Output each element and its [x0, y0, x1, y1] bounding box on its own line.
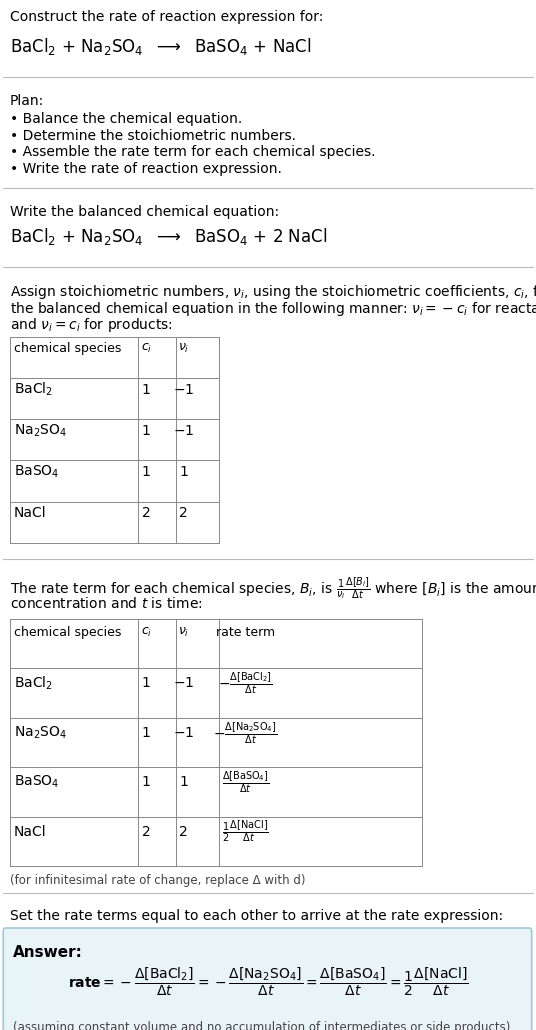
Text: $-\frac{\Delta[\mathrm{BaCl_2}]}{\Delta t}$: $-\frac{\Delta[\mathrm{BaCl_2}]}{\Delta … [218, 671, 273, 696]
Text: Na$_2$SO$_4$: Na$_2$SO$_4$ [14, 724, 67, 741]
Text: $\nu_i$: $\nu_i$ [178, 342, 190, 355]
Text: $\frac{1}{2}\frac{\Delta[\mathrm{NaCl}]}{\Delta t}$: $\frac{1}{2}\frac{\Delta[\mathrm{NaCl}]}… [222, 819, 269, 845]
Text: 1: 1 [142, 465, 151, 479]
Text: The rate term for each chemical species, $B_i$, is $\frac{1}{\nu_i}\frac{\Delta[: The rate term for each chemical species,… [10, 576, 536, 602]
Text: Set the rate terms equal to each other to arrive at the rate expression:: Set the rate terms equal to each other t… [10, 909, 503, 924]
Text: $-1$: $-1$ [173, 423, 195, 438]
Text: 1: 1 [142, 382, 151, 397]
Text: 1: 1 [142, 776, 151, 789]
Text: NaCl: NaCl [14, 825, 47, 838]
Text: $\frac{\Delta[\mathrm{BaSO_4}]}{\Delta t}$: $\frac{\Delta[\mathrm{BaSO_4}]}{\Delta t… [222, 769, 269, 795]
Text: Construct the rate of reaction expression for:: Construct the rate of reaction expressio… [10, 10, 323, 25]
Text: (assuming constant volume and no accumulation of intermediates or side products): (assuming constant volume and no accumul… [13, 1021, 511, 1030]
Text: $\mathbf{rate} = -\dfrac{\Delta[\mathrm{BaCl_2}]}{\Delta t} = -\dfrac{\Delta[\ma: $\mathbf{rate} = -\dfrac{\Delta[\mathrm{… [68, 966, 468, 998]
Text: BaCl$_2$: BaCl$_2$ [14, 381, 53, 399]
Text: BaCl$_2$: BaCl$_2$ [14, 675, 53, 692]
Text: • Assemble the rate term for each chemical species.: • Assemble the rate term for each chemic… [10, 145, 375, 160]
FancyBboxPatch shape [3, 928, 532, 1030]
Text: 2: 2 [180, 825, 188, 838]
Text: chemical species: chemical species [14, 342, 121, 355]
Text: $-1$: $-1$ [173, 382, 195, 397]
Text: 1: 1 [142, 423, 151, 438]
Text: rate term: rate term [216, 626, 275, 640]
Text: BaSO$_4$: BaSO$_4$ [14, 774, 59, 790]
Text: Answer:: Answer: [13, 945, 83, 960]
Text: BaSO$_4$: BaSO$_4$ [14, 464, 59, 480]
Text: and $\nu_i = c_i$ for products:: and $\nu_i = c_i$ for products: [10, 316, 173, 334]
Text: Write the balanced chemical equation:: Write the balanced chemical equation: [10, 205, 279, 219]
Text: NaCl: NaCl [14, 506, 47, 520]
Text: • Write the rate of reaction expression.: • Write the rate of reaction expression. [10, 162, 281, 176]
Text: 1: 1 [142, 726, 151, 740]
Text: 2: 2 [180, 506, 188, 520]
Text: 2: 2 [142, 506, 151, 520]
Text: $-1$: $-1$ [173, 726, 195, 740]
Text: Assign stoichiometric numbers, $\nu_i$, using the stoichiometric coefficients, $: Assign stoichiometric numbers, $\nu_i$, … [10, 283, 536, 301]
Text: $-1$: $-1$ [173, 677, 195, 690]
Text: $c_i$: $c_i$ [140, 626, 152, 640]
Text: concentration and $t$ is time:: concentration and $t$ is time: [10, 596, 203, 612]
Text: 2: 2 [142, 825, 151, 838]
Text: chemical species: chemical species [14, 626, 121, 640]
Text: 1: 1 [180, 776, 188, 789]
Text: $-\frac{\Delta[\mathrm{Na_2SO_4}]}{\Delta t}$: $-\frac{\Delta[\mathrm{Na_2SO_4}]}{\Delt… [213, 720, 278, 746]
Text: 1: 1 [142, 677, 151, 690]
Text: BaCl$_2$ + Na$_2$SO$_4$  $\longrightarrow$  BaSO$_4$ + 2 NaCl: BaCl$_2$ + Na$_2$SO$_4$ $\longrightarrow… [10, 226, 327, 246]
Text: the balanced chemical equation in the following manner: $\nu_i = -c_i$ for react: the balanced chemical equation in the fo… [10, 300, 536, 317]
Text: Na$_2$SO$_4$: Na$_2$SO$_4$ [14, 422, 67, 439]
Text: $c_i$: $c_i$ [140, 342, 152, 355]
Text: BaCl$_2$ + Na$_2$SO$_4$  $\longrightarrow$  BaSO$_4$ + NaCl: BaCl$_2$ + Na$_2$SO$_4$ $\longrightarrow… [10, 36, 311, 57]
Text: • Balance the chemical equation.: • Balance the chemical equation. [10, 112, 242, 127]
Text: $\nu_i$: $\nu_i$ [178, 626, 190, 640]
Text: (for infinitesimal rate of change, replace Δ with d): (for infinitesimal rate of change, repla… [10, 874, 305, 888]
Text: • Determine the stoichiometric numbers.: • Determine the stoichiometric numbers. [10, 129, 296, 143]
Text: 1: 1 [180, 465, 188, 479]
Text: Plan:: Plan: [10, 94, 44, 108]
